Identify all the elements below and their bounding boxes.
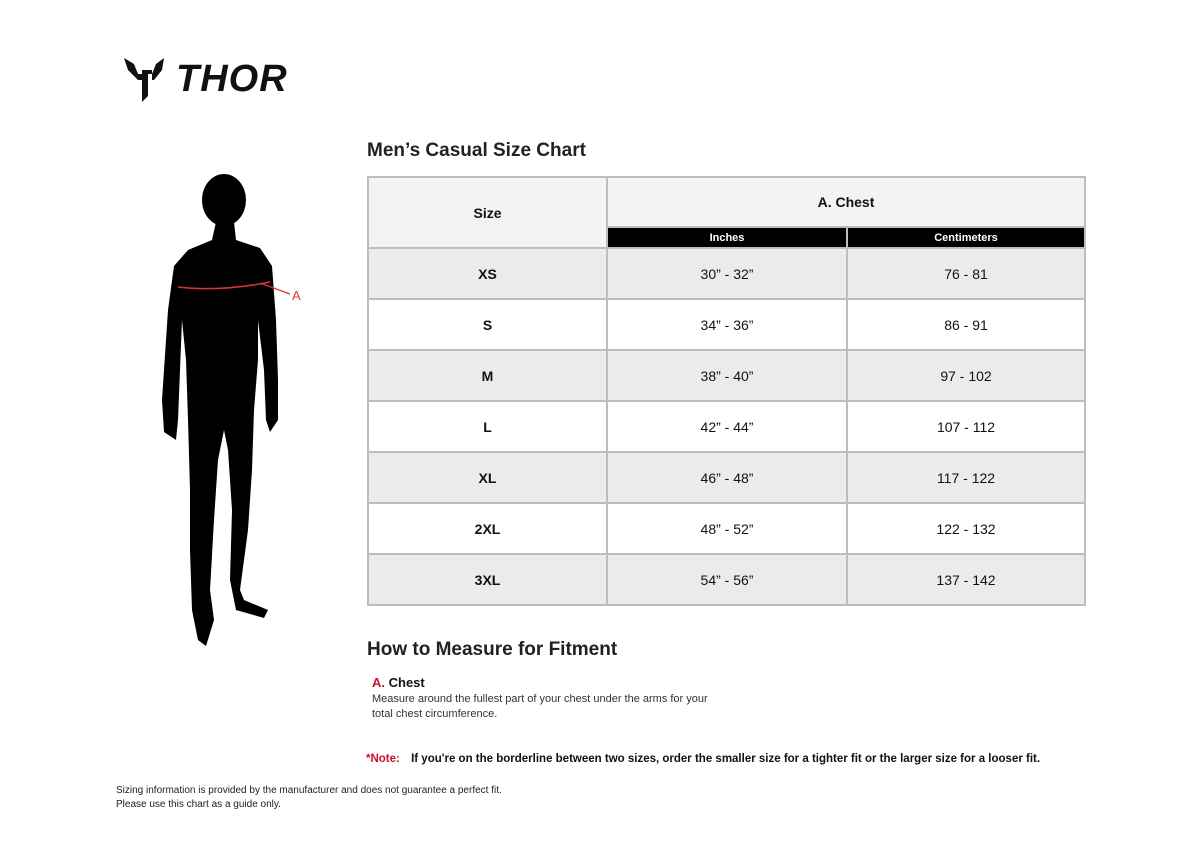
thor-emblem-icon: [124, 58, 164, 102]
marker-label: A: [292, 288, 301, 303]
inches-cell: 38” - 40”: [606, 349, 848, 402]
centimeters-cell: 137 - 142: [846, 553, 1086, 606]
note-label: *Note:: [366, 753, 400, 765]
chest-header: A. Chest: [606, 176, 1086, 228]
disclaimer-line: Please use this chart as a guide only.: [116, 799, 281, 810]
note-text: If you're on the borderline between two …: [411, 753, 1041, 765]
inches-cell: 30” - 32”: [606, 247, 848, 300]
size-cell: 2XL: [367, 502, 608, 555]
table-row: L 42” - 44” 107 - 112: [367, 400, 1086, 453]
size-cell: XL: [367, 451, 608, 504]
logo-text: THOR: [176, 58, 288, 100]
table-row: M 38” - 40” 97 - 102: [367, 349, 1086, 402]
how-to-title: How to Measure for Fitment: [367, 639, 618, 660]
size-header: Size: [367, 176, 608, 249]
thor-logo: THOR: [124, 56, 304, 102]
table-row: 3XL 54” - 56” 137 - 142: [367, 553, 1086, 606]
table-row: XL 46” - 48” 117 - 122: [367, 451, 1086, 504]
centimeters-cell: 122 - 132: [846, 502, 1086, 555]
inches-cell: 54” - 56”: [606, 553, 848, 606]
inches-cell: 46” - 48”: [606, 451, 848, 504]
table-row: 2XL 48” - 52” 122 - 132: [367, 502, 1086, 555]
size-cell: XS: [367, 247, 608, 300]
table-row: XS 30” - 32” 76 - 81: [367, 247, 1086, 300]
size-cell: S: [367, 298, 608, 351]
measure-description: Measure around the fullest part of your …: [372, 693, 708, 720]
fit-note: *Note: If you're on the borderline betwe…: [366, 753, 1040, 765]
measure-letter: A.: [372, 675, 385, 690]
inches-cell: 34” - 36”: [606, 298, 848, 351]
centimeters-header: Centimeters: [846, 226, 1086, 249]
chart-title: Men’s Casual Size Chart: [367, 140, 586, 161]
size-table: Size A. Chest Inches Centimeters XS 30” -…: [367, 176, 1086, 606]
disclaimer-line: Sizing information is provided by the ma…: [116, 785, 502, 796]
size-cell: L: [367, 400, 608, 453]
size-cell: M: [367, 349, 608, 402]
table-row: S 34” - 36” 86 - 91: [367, 298, 1086, 351]
inches-cell: 48” - 52”: [606, 502, 848, 555]
disclaimer: Sizing information is provided by the ma…: [116, 784, 502, 812]
body-silhouette: A: [162, 174, 301, 646]
measure-chest: A. Chest Measure around the fullest part…: [372, 675, 722, 722]
centimeters-cell: 76 - 81: [846, 247, 1086, 300]
size-cell: 3XL: [367, 553, 608, 606]
measure-label: Chest: [388, 675, 425, 690]
inches-header: Inches: [606, 226, 848, 249]
inches-cell: 42” - 44”: [606, 400, 848, 453]
centimeters-cell: 97 - 102: [846, 349, 1086, 402]
centimeters-cell: 117 - 122: [846, 451, 1086, 504]
centimeters-cell: 107 - 112: [846, 400, 1086, 453]
centimeters-cell: 86 - 91: [846, 298, 1086, 351]
